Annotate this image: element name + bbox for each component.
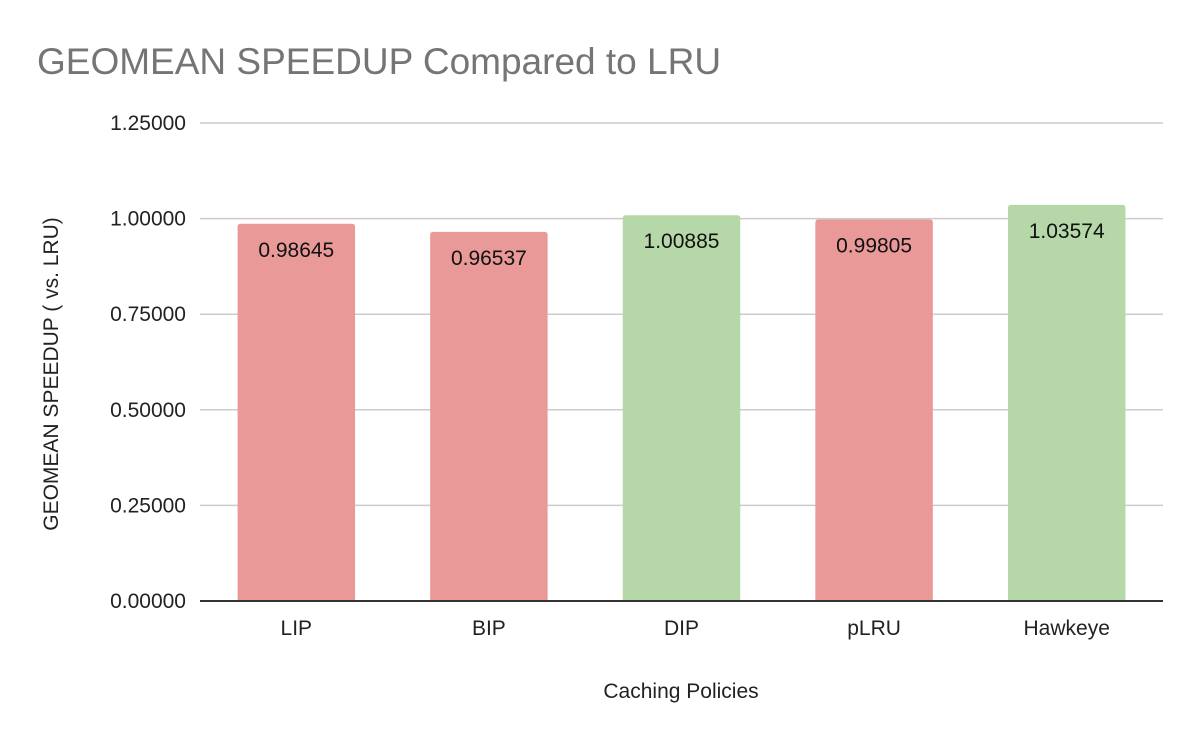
x-tick-label: BIP [472,617,506,640]
data-label: 1.03574 [1029,220,1105,243]
x-axis-ticks: LIP BIP DIP pLRU Hawkeye [281,617,1110,640]
bars [237,204,1126,601]
data-labels: 0.98645 0.96537 1.00885 0.99805 1.03574 [258,220,1105,270]
y-tick-label: 0.25000 [110,494,186,517]
data-label: 1.00885 [644,230,720,253]
y-tick-label: 1.00000 [110,208,186,231]
y-tick-label: 0.75000 [110,303,186,326]
bar-dip [622,215,741,601]
bar-lip [237,223,356,601]
x-axis-title: Caching Policies [603,680,758,703]
bar-plru [815,219,933,601]
x-tick-label: DIP [664,617,699,640]
data-label: 0.96537 [451,247,527,270]
y-axis-ticks: 0.00000 0.25000 0.50000 0.75000 1.00000 1.250… [110,112,186,613]
bar-bip [430,231,548,601]
y-axis-title: GEOMEAN SPEEDUP ( vs. LRU) [40,217,63,531]
x-tick-label: LIP [281,617,313,640]
data-label: 0.99805 [836,234,912,257]
x-tick-label: Hawkeye [1024,617,1110,640]
chart-title: GEOMEAN SPEEDUP Compared to LRU [37,41,721,82]
y-tick-label: 1.25000 [110,112,186,135]
y-tick-label: 0.50000 [110,399,186,422]
x-tick-label: pLRU [847,617,901,640]
data-label: 0.98645 [258,239,334,262]
bar-hawkeye [1007,204,1126,601]
y-tick-label: 0.00000 [110,590,186,613]
